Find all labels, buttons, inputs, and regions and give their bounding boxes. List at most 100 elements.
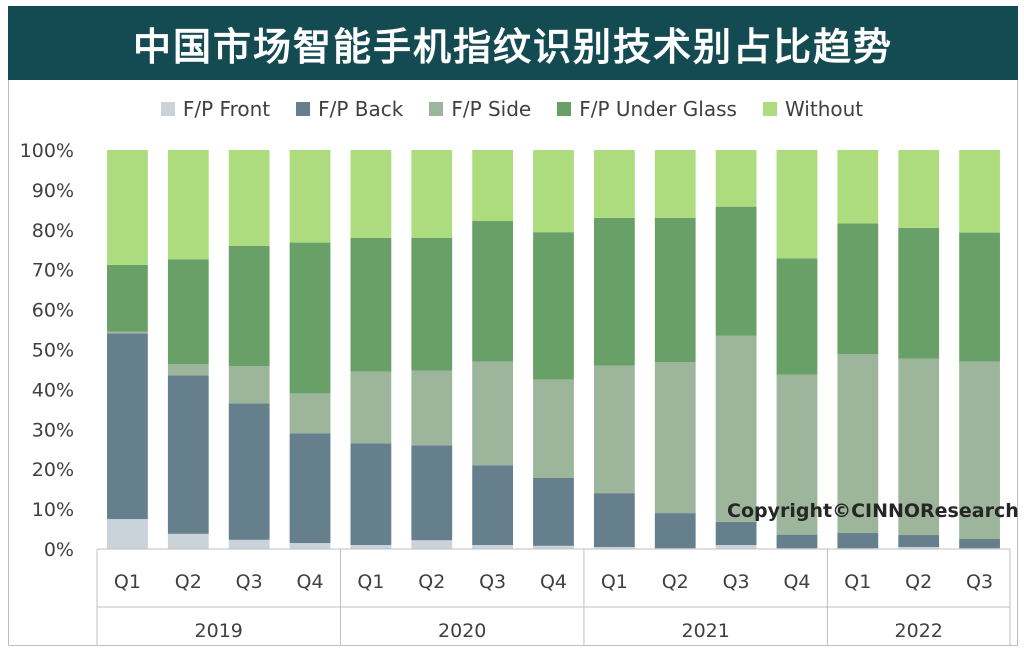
bar-f-p-side: [350, 371, 392, 444]
y-tick-label: 20%: [32, 459, 74, 481]
year-label: 2020: [438, 620, 486, 642]
legend-label-f-p-back: F/P Back: [318, 97, 404, 121]
x-tick-label: Q1: [114, 571, 141, 593]
bar-f-p-back: [715, 521, 757, 546]
legend-item-f-p-under-glass: F/P Under Glass: [557, 97, 737, 121]
y-tick-label: 50%: [32, 340, 74, 362]
bar-without: [959, 150, 1000, 233]
bar-f-p-front: [107, 519, 148, 549]
bar-f-p-under-glass: [837, 223, 879, 355]
bar-without: [837, 150, 879, 224]
bar-without: [167, 150, 209, 260]
bar-f-p-back: [654, 513, 696, 549]
legend-item-without: Without: [762, 97, 864, 121]
legend-swatch-f-p-front: [160, 102, 175, 116]
y-tick-label: 0%: [44, 539, 74, 561]
bar-f-p-back: [959, 539, 1000, 549]
bar-without: [715, 150, 757, 207]
bar-f-p-back: [411, 445, 453, 541]
bar-f-p-back: [898, 535, 940, 547]
bar-f-p-side: [228, 366, 270, 404]
legend: F/P Front F/P Back F/P Side F/P Under Glass…: [0, 94, 1024, 124]
x-tick-label: Q1: [357, 571, 384, 593]
bar-f-p-side: [898, 358, 940, 536]
bar-f-p-back: [107, 333, 148, 520]
bar-f-p-back: [228, 403, 270, 540]
bar-without: [654, 150, 696, 218]
bar-f-p-side: [593, 365, 635, 494]
bar-f-p-under-glass: [228, 245, 270, 367]
bar-f-p-front: [411, 540, 453, 549]
x-tick-label: Q2: [175, 571, 202, 593]
bar-f-p-under-glass: [411, 237, 453, 371]
bar-f-p-under-glass: [898, 227, 940, 359]
y-tick-label: 40%: [32, 379, 74, 401]
bar-f-p-front: [228, 539, 270, 549]
bar-without: [411, 150, 453, 238]
bar-without: [472, 150, 514, 222]
bar-f-p-back: [167, 375, 209, 534]
bar-without: [776, 150, 818, 259]
x-tick-label: Q1: [844, 571, 871, 593]
bar-f-p-front: [289, 543, 331, 549]
x-tick-label: Q2: [905, 571, 932, 593]
bar-f-p-under-glass: [776, 258, 818, 375]
bar-f-p-under-glass: [593, 217, 635, 366]
bar-f-p-under-glass: [167, 259, 209, 365]
y-tick-label: 10%: [32, 499, 74, 521]
bar-f-p-back: [472, 465, 514, 546]
legend-item-f-p-front: F/P Front: [160, 97, 270, 121]
bar-f-p-side: [289, 393, 331, 434]
x-tick-label: Q4: [540, 571, 567, 593]
bar-f-p-side: [959, 361, 1000, 540]
y-tick-label: 100%: [20, 140, 74, 162]
bar-f-p-side: [654, 362, 696, 514]
bar-f-p-back: [776, 534, 818, 549]
x-tick-label: Q3: [479, 571, 506, 593]
bar-f-p-side: [411, 370, 453, 446]
chart-title: 中国市场智能手机指纹识别技术别占比趋势: [132, 24, 893, 69]
bar-f-p-under-glass: [654, 217, 696, 363]
x-tick-label: Q3: [236, 571, 263, 593]
bar-f-p-back: [837, 533, 879, 549]
bar-without: [228, 150, 270, 246]
bar-without: [533, 150, 574, 233]
x-tick-label: Q2: [418, 571, 445, 593]
bar-f-p-under-glass: [350, 237, 392, 372]
y-tick-label: 80%: [32, 220, 74, 242]
year-label: 2019: [195, 620, 243, 642]
x-tick-label: Q1: [601, 571, 628, 593]
x-tick-label: Q3: [966, 571, 993, 593]
bar-f-p-front: [898, 547, 940, 549]
bar-without: [898, 150, 940, 228]
legend-swatch-f-p-back: [296, 102, 311, 116]
bar-f-p-side: [715, 335, 757, 522]
legend-swatch-without: [762, 102, 777, 116]
legend-label-f-p-side: F/P Side: [451, 97, 532, 121]
bar-without: [350, 150, 392, 238]
bar-f-p-under-glass: [472, 221, 514, 362]
legend-label-f-p-under-glass: F/P Under Glass: [579, 97, 737, 121]
legend-item-f-p-back: F/P Back: [296, 97, 403, 121]
bar-f-p-back: [350, 443, 392, 546]
y-tick-label: 70%: [32, 260, 74, 282]
bar-f-p-under-glass: [533, 232, 574, 380]
x-tick-label: Q4: [297, 571, 324, 593]
bar-f-p-under-glass: [107, 264, 148, 332]
y-tick-label: 60%: [32, 300, 74, 322]
bar-f-p-side: [837, 354, 879, 534]
bar-f-p-side: [776, 374, 818, 535]
bar-f-p-side: [107, 331, 148, 334]
chart-border: [8, 80, 1018, 646]
x-tick-label: Q2: [662, 571, 689, 593]
legend-label-without: Without: [784, 97, 864, 121]
x-tick-label: Q4: [783, 571, 810, 593]
bar-f-p-front: [167, 533, 209, 549]
bar-f-p-front: [472, 545, 514, 549]
year-label: 2021: [681, 620, 729, 642]
bar-f-p-front: [533, 545, 574, 549]
bar-f-p-front: [350, 545, 392, 549]
bar-f-p-side: [472, 361, 514, 466]
